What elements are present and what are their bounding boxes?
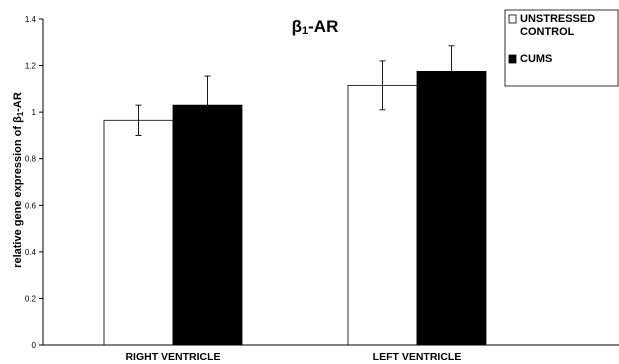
y-axis-label-main: relative gene expression of β — [12, 116, 24, 268]
bar — [172, 104, 243, 346]
y-axis-label-sub: 1 — [16, 111, 25, 116]
legend-label: CUMS — [520, 53, 552, 65]
category-label: LEFT VENTRICLE — [373, 351, 462, 363]
y-tick-label: 0.4 — [25, 248, 37, 257]
y-tick-label: 0.2 — [25, 294, 37, 303]
bar — [103, 119, 174, 346]
chart-title-sub: 1 — [302, 25, 308, 37]
legend-box — [504, 9, 619, 87]
chart-title-rest: -AR — [308, 17, 338, 36]
chart-title: β1-AR — [292, 17, 339, 37]
y-ticks: 0 0.2 0.4 0.6 0.8 1 1.2 1.4 — [25, 15, 43, 350]
y-axis-label-rest: -AR — [12, 92, 24, 112]
bars — [103, 70, 487, 346]
chart-title-main: β — [292, 17, 302, 36]
legend-swatch — [508, 54, 517, 64]
y-tick-label: 0.8 — [25, 155, 37, 164]
category-labels: RIGHT VENTRICLE LEFT VENTRICLE — [125, 351, 461, 363]
y-tick-label: 0.6 — [25, 201, 37, 210]
y-tick-label: 0 — [32, 341, 37, 350]
y-tick-label: 1.4 — [25, 15, 37, 24]
y-tick-label: 1.2 — [25, 62, 37, 71]
legend-label: UNSTRESSED — [520, 13, 595, 25]
error-bars — [135, 45, 455, 136]
bar — [416, 70, 487, 346]
category-label: RIGHT VENTRICLE — [125, 351, 220, 363]
legend-swatch — [508, 14, 517, 24]
legend-label: CONTROL — [520, 26, 575, 38]
bar — [347, 84, 418, 346]
y-axis-label: relative gene expression of β1-AR — [12, 92, 25, 268]
y-tick-label: 1 — [32, 108, 37, 117]
